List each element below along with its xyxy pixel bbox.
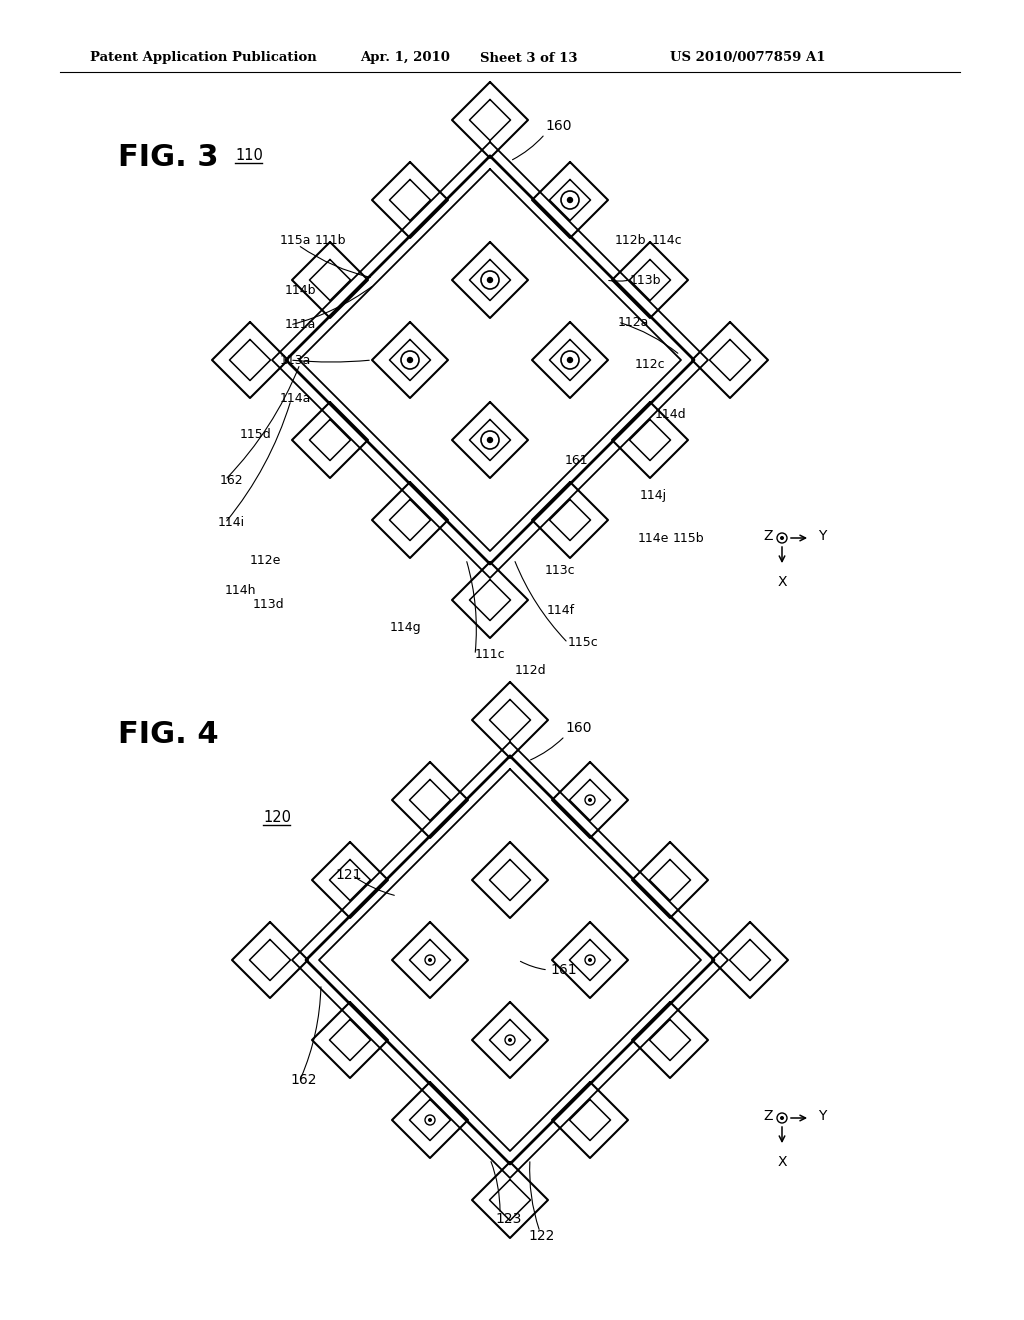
Text: 111b: 111b (315, 234, 346, 247)
Text: 161: 161 (550, 964, 577, 977)
Text: 123: 123 (495, 1212, 521, 1226)
Circle shape (589, 799, 591, 801)
Text: 114i: 114i (218, 516, 245, 529)
Text: 162: 162 (220, 474, 244, 487)
Text: Z: Z (763, 1109, 773, 1123)
Circle shape (509, 1039, 511, 1041)
Text: US 2010/0077859 A1: US 2010/0077859 A1 (670, 51, 825, 65)
Text: 111a: 111a (285, 318, 316, 331)
Text: 160: 160 (545, 119, 571, 133)
Circle shape (487, 437, 493, 442)
Text: 162: 162 (290, 1073, 316, 1086)
Text: Y: Y (818, 529, 826, 543)
Text: Y: Y (818, 1109, 826, 1123)
Text: 114h: 114h (225, 583, 256, 597)
Text: 112b: 112b (615, 234, 646, 247)
Text: 114b: 114b (285, 284, 316, 297)
Circle shape (429, 1119, 431, 1121)
Text: 114a: 114a (280, 392, 311, 404)
Text: 114e: 114e (638, 532, 670, 544)
Text: Apr. 1, 2010: Apr. 1, 2010 (360, 51, 450, 65)
Text: 113d: 113d (253, 598, 285, 611)
Text: 111c: 111c (475, 648, 506, 661)
Text: Patent Application Publication: Patent Application Publication (90, 51, 316, 65)
Text: 112d: 112d (515, 664, 547, 676)
Text: 114j: 114j (640, 488, 667, 502)
Text: 115d: 115d (240, 429, 271, 441)
Circle shape (487, 277, 493, 282)
Circle shape (780, 537, 783, 540)
Text: FIG. 3: FIG. 3 (118, 143, 218, 172)
Text: 112e: 112e (250, 553, 282, 566)
Text: 122: 122 (528, 1229, 554, 1243)
Text: 110: 110 (234, 148, 263, 162)
Circle shape (780, 1117, 783, 1119)
Text: 113c: 113c (545, 564, 575, 577)
Text: 112a: 112a (618, 315, 649, 329)
Text: 112c: 112c (635, 359, 666, 371)
Text: 114f: 114f (547, 603, 575, 616)
Text: 120: 120 (263, 810, 291, 825)
Text: X: X (777, 576, 786, 589)
Circle shape (589, 958, 591, 961)
Text: 114c: 114c (652, 234, 683, 247)
Text: 115a: 115a (280, 234, 311, 247)
Text: FIG. 4: FIG. 4 (118, 719, 219, 748)
Text: 113b: 113b (630, 273, 662, 286)
Text: 160: 160 (565, 721, 592, 735)
Text: 115c: 115c (568, 636, 599, 649)
Text: 114d: 114d (655, 408, 687, 421)
Circle shape (567, 198, 572, 202)
Text: 115b: 115b (673, 532, 705, 544)
Circle shape (408, 358, 413, 363)
Text: 114g: 114g (390, 622, 422, 635)
Text: 161: 161 (565, 454, 589, 466)
Circle shape (429, 958, 431, 961)
Text: 113a: 113a (280, 354, 311, 367)
Text: X: X (777, 1155, 786, 1170)
Circle shape (567, 358, 572, 363)
Text: Sheet 3 of 13: Sheet 3 of 13 (480, 51, 578, 65)
Text: Z: Z (763, 529, 773, 543)
Text: 121: 121 (335, 869, 361, 882)
